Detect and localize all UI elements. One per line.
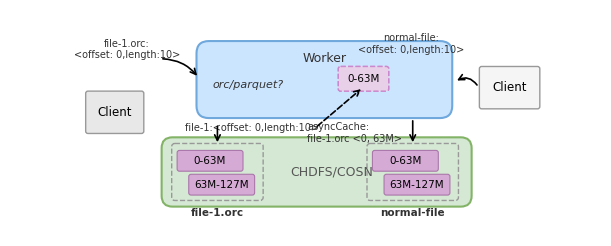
Text: file-1.orc: file-1.orc bbox=[191, 208, 244, 218]
FancyBboxPatch shape bbox=[338, 66, 389, 91]
Text: file-1.orc:
<offset: 0,length:10>: file-1.orc: <offset: 0,length:10> bbox=[73, 39, 180, 60]
FancyBboxPatch shape bbox=[177, 150, 243, 171]
Text: 0-63M: 0-63M bbox=[389, 156, 422, 166]
FancyBboxPatch shape bbox=[197, 41, 452, 118]
Text: 63M-127M: 63M-127M bbox=[390, 180, 444, 190]
FancyBboxPatch shape bbox=[86, 91, 144, 134]
FancyBboxPatch shape bbox=[373, 150, 438, 171]
Text: 0-63M: 0-63M bbox=[347, 74, 379, 84]
Text: orc/parquet?: orc/parquet? bbox=[212, 80, 283, 90]
Text: file-1:<offset: 0,length:10>: file-1:<offset: 0,length:10> bbox=[185, 123, 319, 133]
FancyBboxPatch shape bbox=[384, 174, 450, 195]
Text: CHDFS/COSN: CHDFS/COSN bbox=[291, 166, 373, 178]
Text: asyncCache:
file-1.orc <0, 63M>: asyncCache: file-1.orc <0, 63M> bbox=[307, 122, 402, 143]
Text: 0-63M: 0-63M bbox=[194, 156, 226, 166]
FancyBboxPatch shape bbox=[189, 174, 255, 195]
Text: Client: Client bbox=[98, 106, 132, 119]
Text: normal-file:
<offset: 0,length:10>: normal-file: <offset: 0,length:10> bbox=[358, 33, 464, 55]
FancyBboxPatch shape bbox=[480, 66, 540, 109]
FancyBboxPatch shape bbox=[162, 137, 472, 207]
Text: Client: Client bbox=[492, 81, 527, 94]
Text: normal-file: normal-file bbox=[381, 208, 445, 218]
Text: Worker: Worker bbox=[302, 52, 346, 65]
Text: 63M-127M: 63M-127M bbox=[194, 180, 249, 190]
